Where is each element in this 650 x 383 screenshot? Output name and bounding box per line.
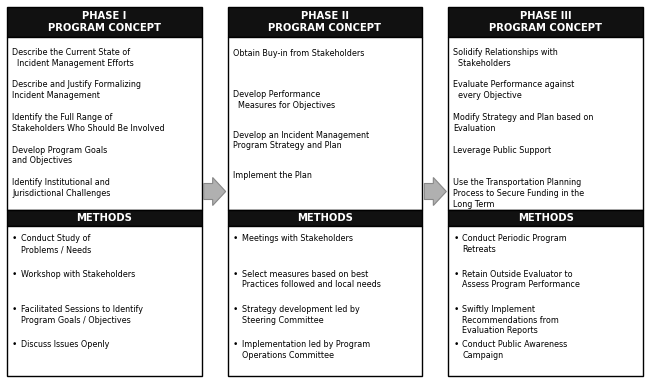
Text: Evaluate Performance against
  every Objective: Evaluate Performance against every Objec…: [453, 80, 575, 100]
Text: Swiftly Implement
Recommendations from
Evaluation Reports: Swiftly Implement Recommendations from E…: [462, 305, 559, 336]
Text: Use the Transportation Planning
Process to Secure Funding in the
Long Term: Use the Transportation Planning Process …: [453, 178, 584, 209]
Text: Strategy development led by
Steering Committee: Strategy development led by Steering Com…: [242, 305, 359, 325]
Text: •: •: [233, 270, 238, 279]
Text: Implementation led by Program
Operations Committee: Implementation led by Program Operations…: [242, 340, 370, 360]
Text: PHASE III
PROGRAM CONCEPT: PHASE III PROGRAM CONCEPT: [489, 11, 602, 33]
Text: Conduct Periodic Program
Retreats: Conduct Periodic Program Retreats: [462, 234, 567, 254]
Polygon shape: [203, 177, 226, 206]
Text: •: •: [453, 270, 459, 279]
Text: Discuss Issues Openly: Discuss Issues Openly: [21, 340, 109, 349]
Text: PHASE I
PROGRAM CONCEPT: PHASE I PROGRAM CONCEPT: [48, 11, 161, 33]
Text: Modify Strategy and Plan based on
Evaluation: Modify Strategy and Plan based on Evalua…: [453, 113, 593, 133]
Text: PHASE II
PROGRAM CONCEPT: PHASE II PROGRAM CONCEPT: [268, 11, 382, 33]
Text: •: •: [233, 305, 238, 314]
Bar: [7, 226, 202, 376]
Text: •: •: [12, 234, 18, 243]
Text: Meetings with Stakeholders: Meetings with Stakeholders: [242, 234, 353, 243]
Text: Obtain Buy-in from Stakeholders: Obtain Buy-in from Stakeholders: [233, 49, 364, 58]
Text: •: •: [12, 340, 18, 349]
Bar: [448, 37, 643, 210]
Polygon shape: [424, 177, 447, 206]
Text: •: •: [12, 305, 18, 314]
Text: Develop an Incident Management
Program Strategy and Plan: Develop an Incident Management Program S…: [233, 131, 369, 150]
Bar: [448, 210, 643, 226]
Text: Leverage Public Support: Leverage Public Support: [453, 146, 551, 155]
Text: Solidify Relationships with
  Stakeholders: Solidify Relationships with Stakeholders: [453, 48, 558, 68]
Bar: [7, 37, 202, 210]
Text: •: •: [233, 340, 238, 349]
Text: •: •: [453, 340, 459, 349]
Text: Develop Program Goals
and Objectives: Develop Program Goals and Objectives: [12, 146, 107, 165]
Text: METHODS: METHODS: [518, 213, 573, 223]
Text: •: •: [453, 305, 459, 314]
Bar: [227, 210, 422, 226]
Text: Develop Performance
  Measures for Objectives: Develop Performance Measures for Objecti…: [233, 90, 335, 110]
Text: Describe and Justify Formalizing
Incident Management: Describe and Justify Formalizing Inciden…: [12, 80, 141, 100]
Text: Identify the Full Range of
Stakeholders Who Should Be Involved: Identify the Full Range of Stakeholders …: [12, 113, 164, 133]
Text: Select measures based on best
Practices followed and local needs: Select measures based on best Practices …: [242, 270, 380, 290]
Text: Facilitated Sessions to Identify
Program Goals / Objectives: Facilitated Sessions to Identify Program…: [21, 305, 143, 325]
Bar: [227, 7, 422, 37]
Text: METHODS: METHODS: [77, 213, 132, 223]
Text: Conduct Public Awareness
Campaign: Conduct Public Awareness Campaign: [462, 340, 567, 360]
Bar: [227, 226, 422, 376]
Text: •: •: [453, 234, 459, 243]
Bar: [7, 210, 202, 226]
Text: Retain Outside Evaluator to
Assess Program Performance: Retain Outside Evaluator to Assess Progr…: [462, 270, 580, 290]
Text: METHODS: METHODS: [297, 213, 353, 223]
Text: Describe the Current State of
  Incident Management Efforts: Describe the Current State of Incident M…: [12, 48, 134, 68]
Text: Implement the Plan: Implement the Plan: [233, 171, 311, 180]
Text: •: •: [233, 234, 238, 243]
Bar: [227, 37, 422, 210]
Text: •: •: [12, 270, 18, 279]
Text: Conduct Study of
Problems / Needs: Conduct Study of Problems / Needs: [21, 234, 91, 254]
Bar: [448, 7, 643, 37]
Bar: [448, 226, 643, 376]
Text: Identify Institutional and
Jurisdictional Challenges: Identify Institutional and Jurisdictiona…: [12, 178, 111, 198]
Text: Workshop with Stakeholders: Workshop with Stakeholders: [21, 270, 135, 279]
Bar: [7, 7, 202, 37]
